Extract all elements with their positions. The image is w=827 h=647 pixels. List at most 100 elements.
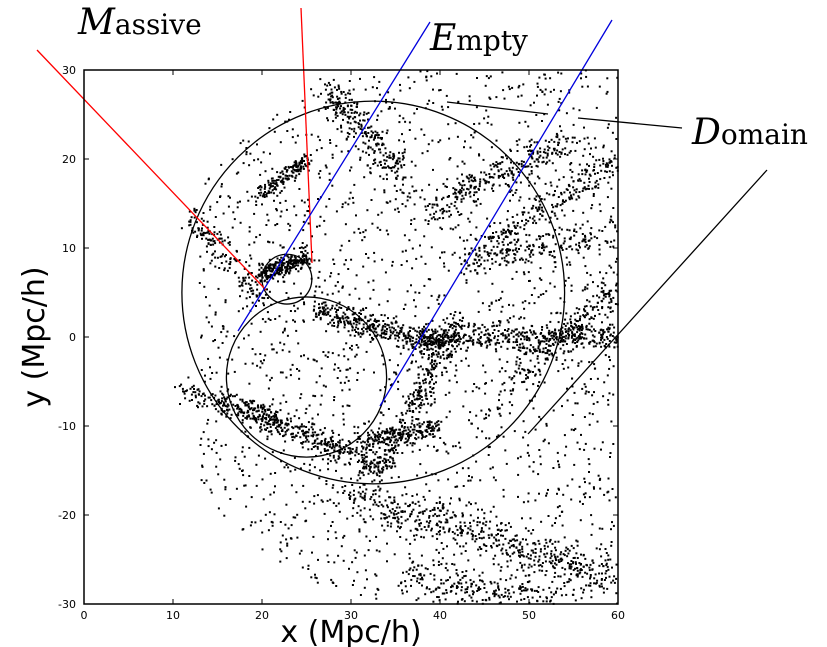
scatter-point (416, 391, 419, 394)
scatter-point (417, 393, 420, 396)
scatter-point (423, 235, 426, 238)
scatter-point (561, 566, 564, 569)
scatter-point (608, 345, 611, 348)
scatter-point (333, 399, 335, 402)
scatter-point (454, 321, 457, 324)
scatter-point (408, 436, 410, 439)
scatter-point (240, 408, 243, 411)
scatter-point (550, 312, 553, 315)
scatter-point (372, 518, 375, 521)
scatter-point (414, 329, 417, 332)
scatter-point (363, 467, 366, 470)
scatter-point (435, 381, 437, 384)
scatter-point (262, 498, 265, 501)
scatter-point (454, 445, 457, 448)
scatter-point (439, 343, 442, 346)
scatter-point (423, 342, 426, 345)
scatter-point (573, 429, 575, 432)
scatter-point (611, 488, 614, 490)
scatter-point (426, 102, 429, 105)
scatter-point (363, 236, 366, 239)
scatter-point (332, 318, 335, 321)
scatter-point (431, 425, 434, 428)
scatter-point (579, 519, 582, 522)
scatter-point (450, 497, 452, 500)
scatter-point (469, 528, 472, 531)
scatter-point (400, 421, 403, 424)
scatter-point (509, 148, 512, 151)
scatter-point (418, 387, 421, 390)
scatter-point (540, 198, 543, 200)
scatter-point (522, 589, 525, 592)
scatter-point (404, 205, 407, 208)
scatter-point (369, 172, 372, 175)
scatter-point (572, 123, 575, 126)
scatter-point (347, 358, 350, 361)
scatter-point (340, 105, 342, 108)
scatter-point (528, 465, 531, 468)
scatter-point (306, 258, 309, 261)
scatter-point (386, 438, 389, 441)
scatter-point (355, 331, 357, 333)
scatter-point (326, 84, 329, 87)
scatter-point (303, 320, 305, 323)
scatter-point (327, 98, 330, 101)
scatter-point (476, 77, 478, 79)
scatter-point (395, 373, 398, 376)
scatter-point (432, 514, 435, 517)
scatter-point (556, 136, 559, 139)
scatter-point (530, 565, 533, 568)
scatter-point (520, 163, 523, 165)
scatter-point (567, 552, 570, 555)
scatter-point (546, 103, 549, 106)
scatter-point (423, 133, 426, 136)
scatter-point (555, 563, 558, 566)
scatter-point (300, 425, 303, 428)
scatter-point (281, 371, 284, 374)
scatter-point (571, 331, 574, 334)
scatter-point (602, 277, 605, 280)
scatter-point (277, 419, 280, 422)
scatter-point (369, 318, 372, 321)
scatter-point (449, 227, 452, 230)
scatter-point (441, 198, 443, 201)
scatter-point (562, 339, 565, 341)
scatter-point (589, 577, 591, 580)
scatter-point (321, 291, 324, 294)
scatter-point (557, 141, 560, 144)
scatter-point (417, 436, 420, 439)
scatter-point (497, 533, 499, 535)
scatter-point (331, 486, 334, 489)
scatter-point (361, 459, 364, 461)
scatter-point (385, 430, 388, 433)
scatter-point (497, 330, 500, 332)
scatter-point (387, 431, 390, 434)
scatter-point (200, 479, 203, 482)
scatter-point (402, 395, 405, 398)
scatter-point (489, 268, 491, 270)
scatter-point (262, 151, 265, 154)
scatter-point (409, 542, 412, 545)
scatter-point (582, 256, 585, 259)
scatter-point (590, 147, 592, 150)
scatter-point (392, 459, 395, 462)
scatter-point (420, 432, 423, 435)
scatter-point (203, 285, 206, 288)
scatter-point (514, 328, 517, 331)
scatter-point (319, 215, 322, 218)
scatter-point (528, 454, 530, 457)
scatter-point (454, 201, 457, 204)
scatter-point (488, 408, 490, 411)
scatter-point (454, 374, 457, 377)
scatter-point (292, 427, 295, 430)
scatter-point (435, 339, 437, 342)
scatter-point (304, 520, 307, 523)
scatter-point (526, 176, 529, 179)
scatter-point (560, 72, 563, 75)
scatter-point (503, 172, 506, 175)
scatter-point (485, 520, 488, 523)
scatter-point (427, 143, 430, 146)
scatter-point (422, 512, 425, 515)
scatter-point (446, 354, 449, 357)
scatter-point (341, 203, 344, 206)
